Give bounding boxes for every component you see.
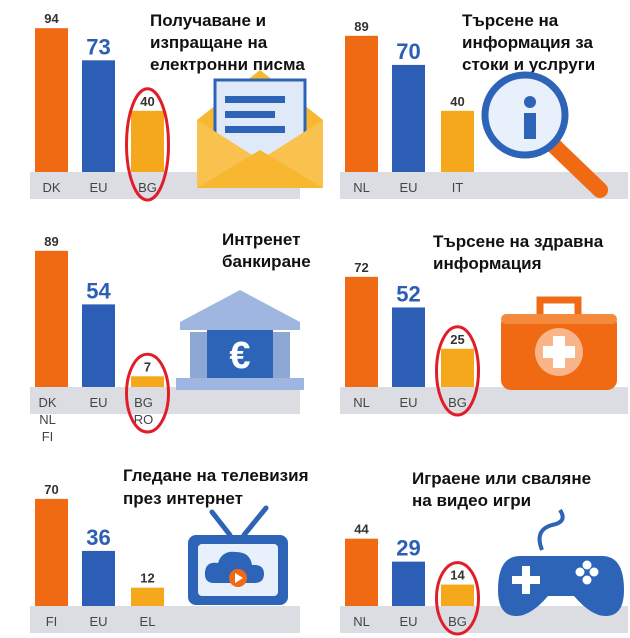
chart-panel-5: 70 FI 36 EU 12 EL Гледане на телевизия през инт… [30,466,309,633]
chart-title-line: информация за [462,33,593,52]
value-label: 89 [354,19,368,34]
bar-nl [345,35,378,172]
chart-title-line: на видео игри [412,491,531,510]
bar-it [441,110,474,172]
baseline-band [340,387,628,414]
chart-title-line: Получаване и [150,11,266,30]
category-label: EU [399,395,417,410]
value-label: 72 [354,260,368,275]
value-label: 73 [86,34,110,59]
bank-euro-icon: € [176,290,304,390]
value-label: 29 [396,536,420,561]
highlight-ring [435,561,480,636]
bar-bg [441,584,474,606]
bar-dk [35,28,68,173]
value-label: 89 [44,234,58,249]
category-label: EU [89,614,107,629]
category-label: BG [138,180,157,195]
category-label: EU [89,395,107,410]
bar-bg [441,348,474,387]
bar-el [131,587,164,606]
value-label: 40 [140,94,154,109]
category-label: EL [140,614,156,629]
highlight-ring [125,87,170,202]
category-label: FI [46,614,58,629]
bar-bg [131,376,164,387]
category-label: BG [448,614,467,629]
chart-panel-6: 44 NL 29 EU 14 BG Играене или сваляне на видео … [340,469,628,636]
chart-title-line: Търсене на [462,11,559,30]
category-label: BG [448,395,467,410]
bar-eu [82,304,115,387]
magnifier-info-icon [481,71,608,198]
chart-panel-3: 89 DK NL FI 54 EU 7 BG RO Интренет банкиране € [30,230,311,444]
chart-title-line: информация [433,254,542,273]
chart-title-line: банкиране [222,252,311,271]
chart-title-line: електронни писма [150,55,305,74]
baseline-band [30,387,300,414]
chart-title-line: през интернет [123,489,243,508]
bar-eu [392,561,425,606]
value-label: 70 [44,482,58,497]
bar-nl [345,538,378,606]
envelope-icon [197,70,323,188]
category-label: BG [134,395,153,410]
chart-title-line: Играене или сваляне [412,469,591,488]
chart-title-line: Гледане на телевизия [123,466,309,485]
bar-nl [345,276,378,387]
value-label: 12 [140,571,154,586]
chart-title-line: стоки и услруги [462,55,595,74]
category-label: EU [399,180,417,195]
chart-title-line: изпращане на [150,33,268,52]
value-label: 40 [450,94,464,109]
first-aid-kit-icon [501,296,617,390]
chart-panel-2: 89 NL 70 EU 40 IT Търсене на информация за стоки… [340,11,628,199]
bar-eu [392,64,425,172]
cloud-tv-icon [188,505,288,605]
category-label: FI [42,429,54,444]
value-label: 44 [354,522,369,537]
baseline-band [340,606,628,633]
category-label: DK [42,180,60,195]
bar-eu [82,60,115,173]
category-label: EU [399,614,417,629]
value-label: 7 [144,359,151,374]
bar-eu [82,550,115,606]
value-label: 70 [396,39,420,64]
euro-sign: € [229,335,250,377]
category-label: NL [353,395,370,410]
highlight-ring [435,325,480,417]
bar-fi [35,498,68,606]
category-label: EU [89,180,107,195]
game-controller-icon [498,508,624,617]
category-label: NL [353,614,370,629]
value-label: 52 [396,281,420,306]
highlight-ring [125,352,170,434]
value-label: 94 [44,11,59,26]
category-label: NL [353,180,370,195]
chart-panel-4: 72 NL 52 EU 25 BG Търсене на здравна информация [340,232,628,417]
category-label: DK [38,395,56,410]
baseline-band [30,606,300,633]
value-label: 14 [450,568,465,583]
category-label: RO [134,412,154,427]
chart-title-line: Търсене на здравна [433,232,604,251]
category-label: NL [39,412,56,427]
bar-dk [35,250,68,387]
category-label: IT [452,180,464,195]
value-label: 54 [86,278,111,303]
chart-title-line: Интренет [222,230,300,249]
bar-bg [131,110,164,172]
value-label: 36 [86,525,110,550]
value-label: 25 [450,332,464,347]
chart-panel-1: 94 DK 73 EU 40 BG Получаване и изпращане на елек… [30,11,323,202]
bar-eu [392,307,425,387]
